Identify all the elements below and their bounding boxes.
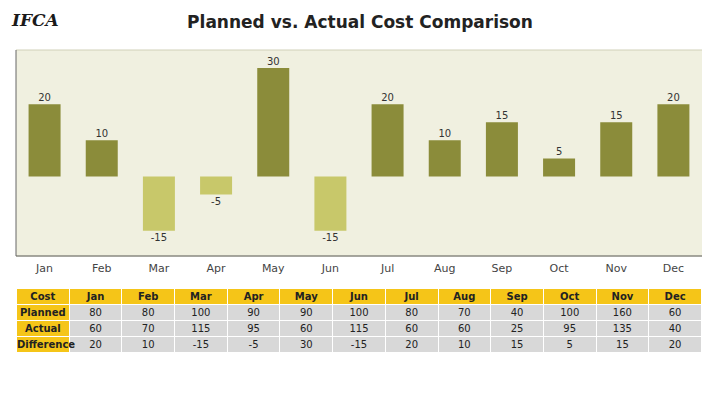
html-text:80: 80 bbox=[405, 307, 418, 318]
html-text:20: 20 bbox=[89, 339, 102, 350]
svg-text:20: 20 bbox=[38, 92, 51, 103]
svg-text:-5: -5 bbox=[211, 196, 221, 207]
svg-text:Sep: Sep bbox=[492, 262, 513, 275]
svg-text:30: 30 bbox=[267, 56, 280, 67]
svg-text:Jan: Jan bbox=[35, 262, 53, 275]
html-text:60: 60 bbox=[299, 323, 313, 334]
html-text:60: 60 bbox=[458, 323, 471, 334]
html-text:15: 15 bbox=[616, 339, 629, 350]
svg-text:10: 10 bbox=[438, 128, 451, 139]
svg-text:Nov: Nov bbox=[606, 262, 628, 275]
html-text:40: 40 bbox=[510, 307, 524, 318]
html-text:100: 100 bbox=[560, 307, 580, 318]
svg-text:5: 5 bbox=[556, 146, 562, 157]
html-text:95: 95 bbox=[247, 323, 260, 334]
html-text:20: 20 bbox=[405, 339, 418, 350]
svg-text:Mar: Mar bbox=[149, 262, 170, 275]
html-text:Jan: Jan bbox=[86, 291, 105, 302]
svg-text:20: 20 bbox=[381, 92, 394, 103]
html-text:May: May bbox=[294, 291, 318, 302]
html-text:Jun: Jun bbox=[350, 291, 368, 302]
html-text:100: 100 bbox=[349, 307, 369, 318]
svg-text:20: 20 bbox=[667, 92, 680, 103]
html-text:Feb: Feb bbox=[138, 291, 159, 302]
svg-text:15: 15 bbox=[610, 110, 623, 121]
html-text:Nov: Nov bbox=[611, 291, 634, 302]
html-text:15: 15 bbox=[510, 339, 524, 350]
html-text:80: 80 bbox=[89, 307, 102, 318]
html-text:100: 100 bbox=[191, 307, 211, 318]
html-text:115: 115 bbox=[191, 323, 211, 334]
html-text:95: 95 bbox=[563, 323, 577, 334]
html-text:Planned vs. Actual Cost Compar: Planned vs. Actual Cost Comparison bbox=[187, 12, 533, 32]
html-text:Cost: Cost bbox=[30, 291, 56, 302]
html-text:25: 25 bbox=[510, 323, 524, 334]
svg-text:-15: -15 bbox=[151, 232, 167, 243]
html-text:Aug: Aug bbox=[453, 291, 476, 302]
html-text:IFCA: IFCA bbox=[12, 10, 59, 30]
svg-text:Jun: Jun bbox=[321, 262, 339, 275]
html-text:Oct: Oct bbox=[560, 291, 580, 302]
svg-text:15: 15 bbox=[496, 110, 509, 121]
html-text:Dec: Dec bbox=[664, 291, 686, 302]
svg-text:Aug: Aug bbox=[434, 262, 455, 275]
html-text:30: 30 bbox=[299, 339, 313, 350]
html-text:20: 20 bbox=[668, 339, 682, 350]
html-text:10: 10 bbox=[458, 339, 471, 350]
svg-text:Jul: Jul bbox=[380, 262, 394, 275]
html-text:80: 80 bbox=[141, 307, 155, 318]
svg-text:Oct: Oct bbox=[550, 262, 570, 275]
html-text:-15: -15 bbox=[192, 339, 210, 350]
html-text:70: 70 bbox=[458, 307, 471, 318]
html-text:-5: -5 bbox=[248, 339, 259, 350]
html-text:90: 90 bbox=[247, 307, 260, 318]
html-text:60: 60 bbox=[405, 323, 418, 334]
html-text:40: 40 bbox=[668, 323, 682, 334]
html-text:70: 70 bbox=[141, 323, 155, 334]
html-text:Actual: Actual bbox=[25, 323, 61, 334]
html-text:Jul: Jul bbox=[404, 291, 419, 302]
svg-text:Dec: Dec bbox=[663, 262, 684, 275]
svg-text:10: 10 bbox=[95, 128, 108, 139]
html-text:115: 115 bbox=[349, 323, 369, 334]
html-text:Sep: Sep bbox=[506, 291, 528, 302]
html-text:Difference: Difference bbox=[17, 339, 76, 350]
html-text:Planned: Planned bbox=[20, 307, 66, 318]
html-text:160: 160 bbox=[612, 307, 632, 318]
html-text:10: 10 bbox=[141, 339, 155, 350]
html-text:-15: -15 bbox=[350, 339, 368, 350]
html-text:5: 5 bbox=[566, 339, 573, 350]
html-text:90: 90 bbox=[299, 307, 313, 318]
html-text:60: 60 bbox=[89, 323, 102, 334]
html-text:60: 60 bbox=[668, 307, 682, 318]
svg-text:May: May bbox=[262, 262, 285, 275]
html-text:135: 135 bbox=[612, 323, 632, 334]
svg-text:Apr: Apr bbox=[207, 262, 227, 275]
html-text:Mar: Mar bbox=[190, 291, 212, 302]
html-text:Apr: Apr bbox=[243, 291, 264, 302]
svg-text:Feb: Feb bbox=[92, 262, 111, 275]
svg-text:-15: -15 bbox=[322, 232, 338, 243]
